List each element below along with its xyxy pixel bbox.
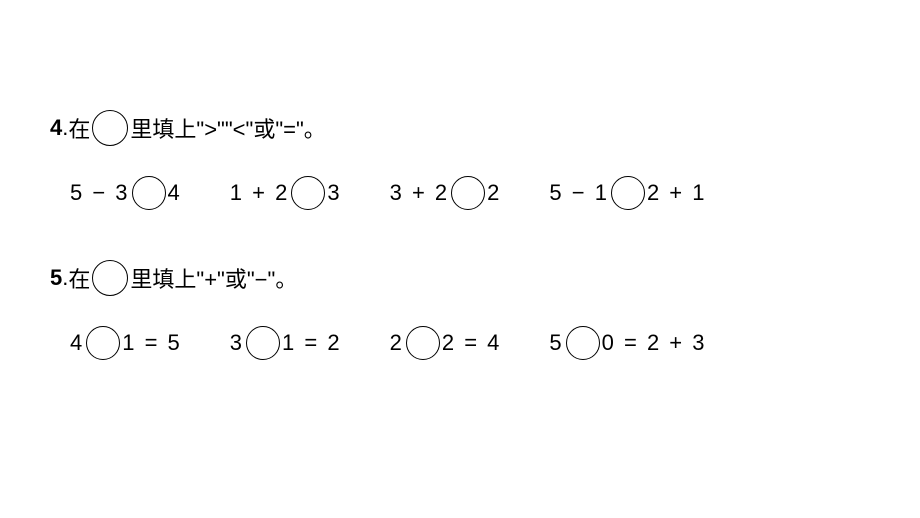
answer-circle-icon: [86, 326, 120, 360]
problem-item: 3 + 2 2: [390, 176, 502, 210]
problem-item: 4 1 = 5: [70, 326, 182, 360]
question-5-prefix: 在: [68, 262, 90, 294]
problem-item: 5 − 3 4: [70, 176, 182, 210]
question-5-problems: 4 1 = 5 3 1 = 2 2 2 = 4 5 0 = 2 + 3: [50, 326, 870, 360]
problem-right: 0 = 2 + 3: [602, 330, 707, 356]
question-5: 5. 在 里填上"+"或"−"。 4 1 = 5 3 1 = 2 2 2 = 4…: [50, 260, 870, 360]
question-4-title: 4. 在 里填上">""<"或"="。: [50, 110, 870, 146]
problem-left: 5: [549, 330, 563, 356]
problem-item: 2 2 = 4: [390, 326, 502, 360]
problem-left: 4: [70, 330, 84, 356]
problem-right: 1 = 2: [282, 330, 342, 356]
problem-right: 2 = 4: [442, 330, 502, 356]
problem-right: 2 + 1: [647, 180, 707, 206]
answer-circle-icon: [291, 176, 325, 210]
question-4: 4. 在 里填上">""<"或"="。 5 − 3 4 1 + 2 3 3 + …: [50, 110, 870, 210]
problem-left: 5 − 1: [549, 180, 609, 206]
circle-placeholder-icon: [92, 260, 128, 296]
problem-right: 4: [168, 180, 182, 206]
problem-item: 5 0 = 2 + 3: [549, 326, 706, 360]
question-5-suffix: 里填上"+"或"−"。: [130, 262, 297, 294]
answer-circle-icon: [132, 176, 166, 210]
question-5-title: 5. 在 里填上"+"或"−"。: [50, 260, 870, 296]
answer-circle-icon: [246, 326, 280, 360]
problem-right: 1 = 5: [122, 330, 182, 356]
problem-left: 1 + 2: [230, 180, 290, 206]
question-4-prefix: 在: [68, 112, 90, 144]
question-5-number: 5: [50, 265, 62, 291]
question-4-suffix: 里填上">""<"或"="。: [130, 112, 325, 144]
problem-item: 3 1 = 2: [230, 326, 342, 360]
problem-right: 2: [487, 180, 501, 206]
problem-left: 3 + 2: [390, 180, 450, 206]
circle-placeholder-icon: [92, 110, 128, 146]
problem-left: 2: [390, 330, 404, 356]
question-4-problems: 5 − 3 4 1 + 2 3 3 + 2 2 5 − 1 2 + 1: [50, 176, 870, 210]
problem-left: 3: [230, 330, 244, 356]
answer-circle-icon: [406, 326, 440, 360]
problem-left: 5 − 3: [70, 180, 130, 206]
problem-right: 3: [327, 180, 341, 206]
answer-circle-icon: [566, 326, 600, 360]
question-4-number: 4: [50, 115, 62, 141]
problem-item: 1 + 2 3: [230, 176, 342, 210]
problem-item: 5 − 1 2 + 1: [549, 176, 706, 210]
answer-circle-icon: [611, 176, 645, 210]
answer-circle-icon: [451, 176, 485, 210]
